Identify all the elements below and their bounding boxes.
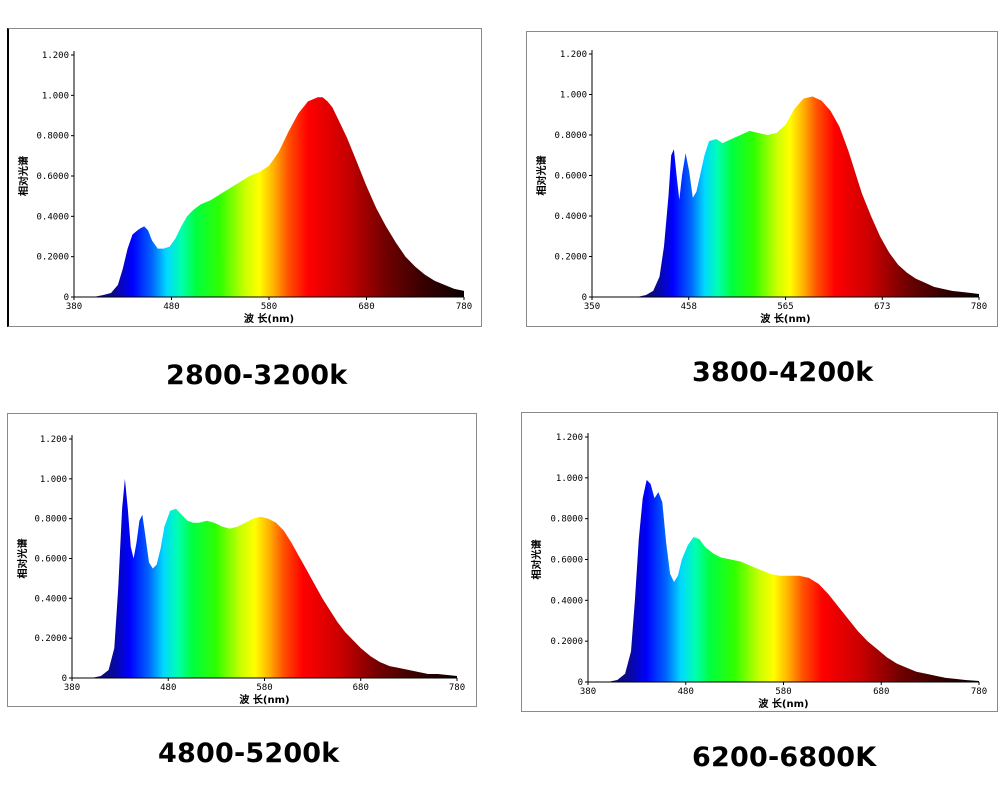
caption-2800-3200k: 2800-3200k: [166, 360, 348, 391]
x-axis-label: 波 长(nm): [244, 312, 294, 325]
x-tick-label: 673: [874, 302, 890, 312]
spectrum-chart-svg: 0 0.2000 0.4000 0.6000 0.8000 1.000 1.200 380 48…: [16, 435, 465, 706]
x-tick-label: 780: [449, 683, 465, 693]
y-axis-label: 相对光谱: [16, 539, 29, 579]
spectrum-panel-1: 0 0.2000 0.4000 0.6000 0.8000 1.000 1.200 380 48…: [7, 28, 482, 327]
x-tick-label: 680: [353, 683, 369, 693]
spectrum-area: [74, 97, 464, 297]
y-tick-label: 0.6000: [34, 555, 67, 565]
x-tick-label: 458: [681, 302, 697, 312]
spectrum-area: [588, 479, 979, 682]
y-tick-label: 0.2000: [34, 634, 67, 644]
x-tick-label: 780: [456, 302, 472, 312]
y-tick-label: 0.6000: [554, 172, 587, 182]
x-tick-label: 780: [971, 302, 987, 312]
x-tick-label: 380: [64, 683, 80, 693]
spectrum-chart-svg: 0 0.2000 0.4000 0.6000 0.8000 1.000 1.200 350 45…: [535, 50, 987, 325]
x-tick-label: 380: [66, 302, 82, 312]
y-tick-label: 0: [62, 674, 67, 684]
y-tick-label: 0.4000: [36, 212, 69, 222]
y-tick-label: 1.200: [40, 435, 67, 445]
x-tick-label: 480: [163, 302, 179, 312]
x-tick-label: 565: [777, 302, 793, 312]
y-tick-label: 0.8000: [34, 515, 67, 525]
y-tick-label: 0: [64, 293, 69, 303]
x-tick-label: 580: [256, 683, 272, 693]
x-axis-label: 波 长(nm): [760, 312, 810, 325]
x-tick-label: 580: [261, 302, 277, 312]
y-tick-label: 0.6000: [36, 172, 69, 182]
y-axis-label: 相对光谱: [17, 156, 30, 196]
y-tick-label: 0: [578, 678, 583, 688]
y-tick-label: 0.4000: [34, 594, 67, 604]
spectrum-panel-4: 0 0.2000 0.4000 0.6000 0.8000 1.000 1.200 380 48…: [521, 412, 998, 712]
y-tick-label: 1.000: [42, 91, 69, 101]
y-tick-label: 0: [582, 293, 587, 303]
y-axis-label: 相对光谱: [530, 540, 543, 580]
y-tick-label: 0.2000: [554, 253, 587, 263]
spectrum-chart-svg: 0 0.2000 0.4000 0.6000 0.8000 1.000 1.200 380 48…: [17, 51, 472, 325]
y-tick-label: 0.4000: [554, 212, 587, 222]
x-tick-label: 580: [775, 687, 791, 697]
x-tick-label: 780: [971, 687, 987, 697]
spectrum-panel-2: 0 0.2000 0.4000 0.6000 0.8000 1.000 1.200 350 45…: [526, 31, 998, 327]
y-tick-label: 0.6000: [550, 556, 583, 566]
x-tick-label: 680: [358, 302, 374, 312]
x-tick-label: 480: [678, 687, 694, 697]
x-tick-label: 380: [580, 687, 596, 697]
y-tick-label: 1.000: [40, 475, 67, 485]
y-tick-label: 0.8000: [550, 515, 583, 525]
x-tick-label: 680: [873, 687, 889, 697]
y-tick-label: 1.200: [42, 51, 69, 61]
spectrum-area: [72, 478, 457, 678]
caption-4800-5200k: 4800-5200k: [158, 738, 340, 769]
x-tick-label: 350: [584, 302, 600, 312]
y-tick-label: 1.200: [560, 50, 587, 60]
y-tick-label: 0.8000: [36, 132, 69, 142]
spectrum-chart-svg: 0 0.2000 0.4000 0.6000 0.8000 1.000 1.200 380 48…: [530, 433, 987, 710]
caption-6200-6800k: 6200-6800K: [692, 742, 877, 773]
caption-3800-4200k: 3800-4200k: [692, 357, 874, 388]
y-tick-label: 0.2000: [36, 253, 69, 263]
spectrum-area: [592, 96, 979, 297]
y-tick-label: 1.000: [560, 91, 587, 101]
x-axis-label: 波 长(nm): [758, 697, 808, 710]
spectrum-panel-3: 0 0.2000 0.4000 0.6000 0.8000 1.000 1.200 380 48…: [7, 413, 477, 707]
y-tick-label: 0.2000: [550, 637, 583, 647]
x-tick-label: 480: [160, 683, 176, 693]
y-tick-label: 0.8000: [554, 131, 587, 141]
y-tick-label: 1.000: [556, 474, 583, 484]
x-axis-label: 波 长(nm): [239, 693, 289, 706]
y-tick-label: 1.200: [556, 433, 583, 443]
y-tick-label: 0.4000: [550, 596, 583, 606]
y-axis-label: 相对光谱: [535, 156, 548, 196]
